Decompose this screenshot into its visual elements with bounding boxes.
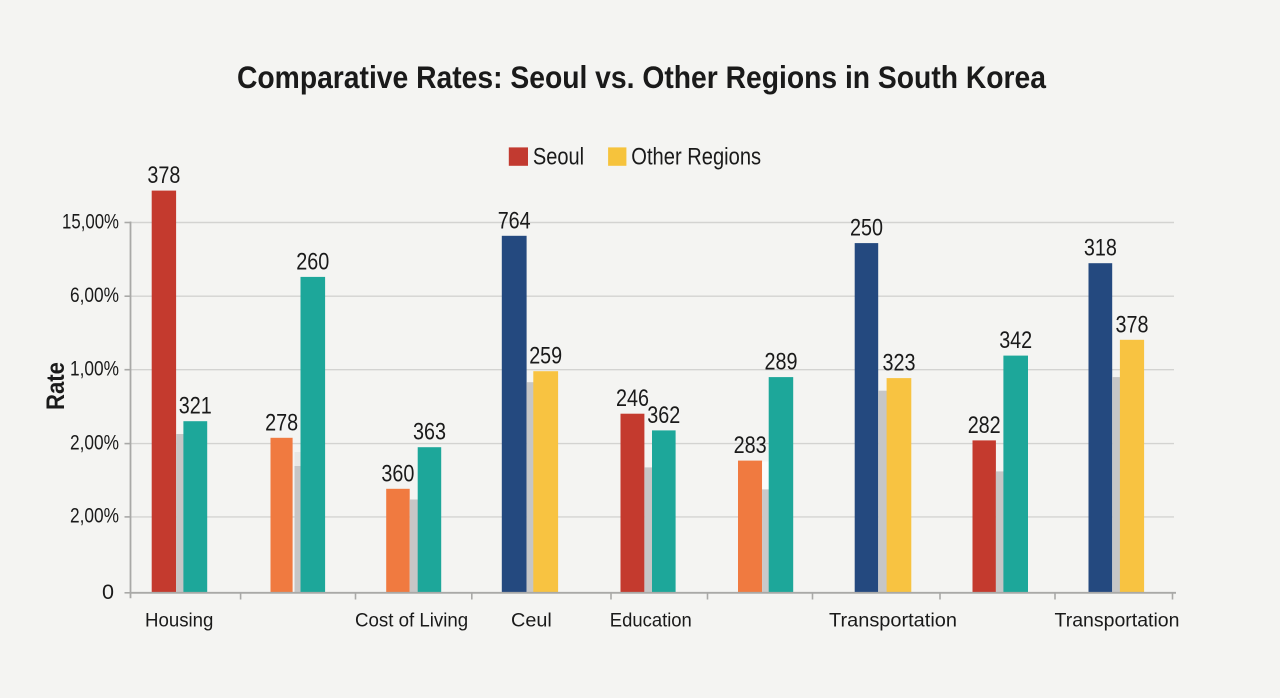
svg-text:318: 318 xyxy=(1084,235,1117,262)
svg-text:360: 360 xyxy=(381,460,414,487)
svg-text:282: 282 xyxy=(968,412,1001,439)
svg-text:378: 378 xyxy=(147,162,180,189)
svg-text:Cost of Living: Cost of Living xyxy=(355,610,468,632)
svg-text:323: 323 xyxy=(883,350,916,377)
svg-text:283: 283 xyxy=(734,432,767,459)
svg-text:246: 246 xyxy=(616,385,649,412)
svg-text:260: 260 xyxy=(296,248,329,275)
svg-text:1,00%: 1,00% xyxy=(70,358,119,381)
svg-text:Ceul: Ceul xyxy=(511,610,552,632)
svg-text:Transportation: Transportation xyxy=(829,610,957,632)
svg-text:2,00%: 2,00% xyxy=(70,505,119,528)
svg-text:363: 363 xyxy=(413,419,446,446)
svg-text:321: 321 xyxy=(179,393,212,420)
svg-text:250: 250 xyxy=(850,215,883,242)
svg-text:6,00%: 6,00% xyxy=(70,284,119,307)
svg-text:15,00%: 15,00% xyxy=(62,210,119,233)
svg-text:259: 259 xyxy=(529,343,562,370)
svg-text:0: 0 xyxy=(102,581,114,604)
svg-text:764: 764 xyxy=(498,207,531,234)
svg-text:278: 278 xyxy=(265,409,298,436)
svg-text:Seoul: Seoul xyxy=(533,144,584,171)
svg-text:Education: Education xyxy=(610,610,692,632)
svg-text:Comparative Rates: Seoul vs. O: Comparative Rates: Seoul vs. Other Regio… xyxy=(237,59,1046,95)
svg-text:289: 289 xyxy=(765,349,798,376)
svg-text:342: 342 xyxy=(999,327,1032,354)
svg-text:2,00%: 2,00% xyxy=(70,431,119,454)
svg-text:Rate: Rate xyxy=(42,362,70,410)
svg-text:Other Regions: Other Regions xyxy=(631,144,761,171)
svg-text:378: 378 xyxy=(1116,311,1149,338)
svg-text:Transportation: Transportation xyxy=(1055,610,1180,632)
svg-text:362: 362 xyxy=(647,402,680,429)
svg-text:Housing: Housing xyxy=(145,610,213,632)
